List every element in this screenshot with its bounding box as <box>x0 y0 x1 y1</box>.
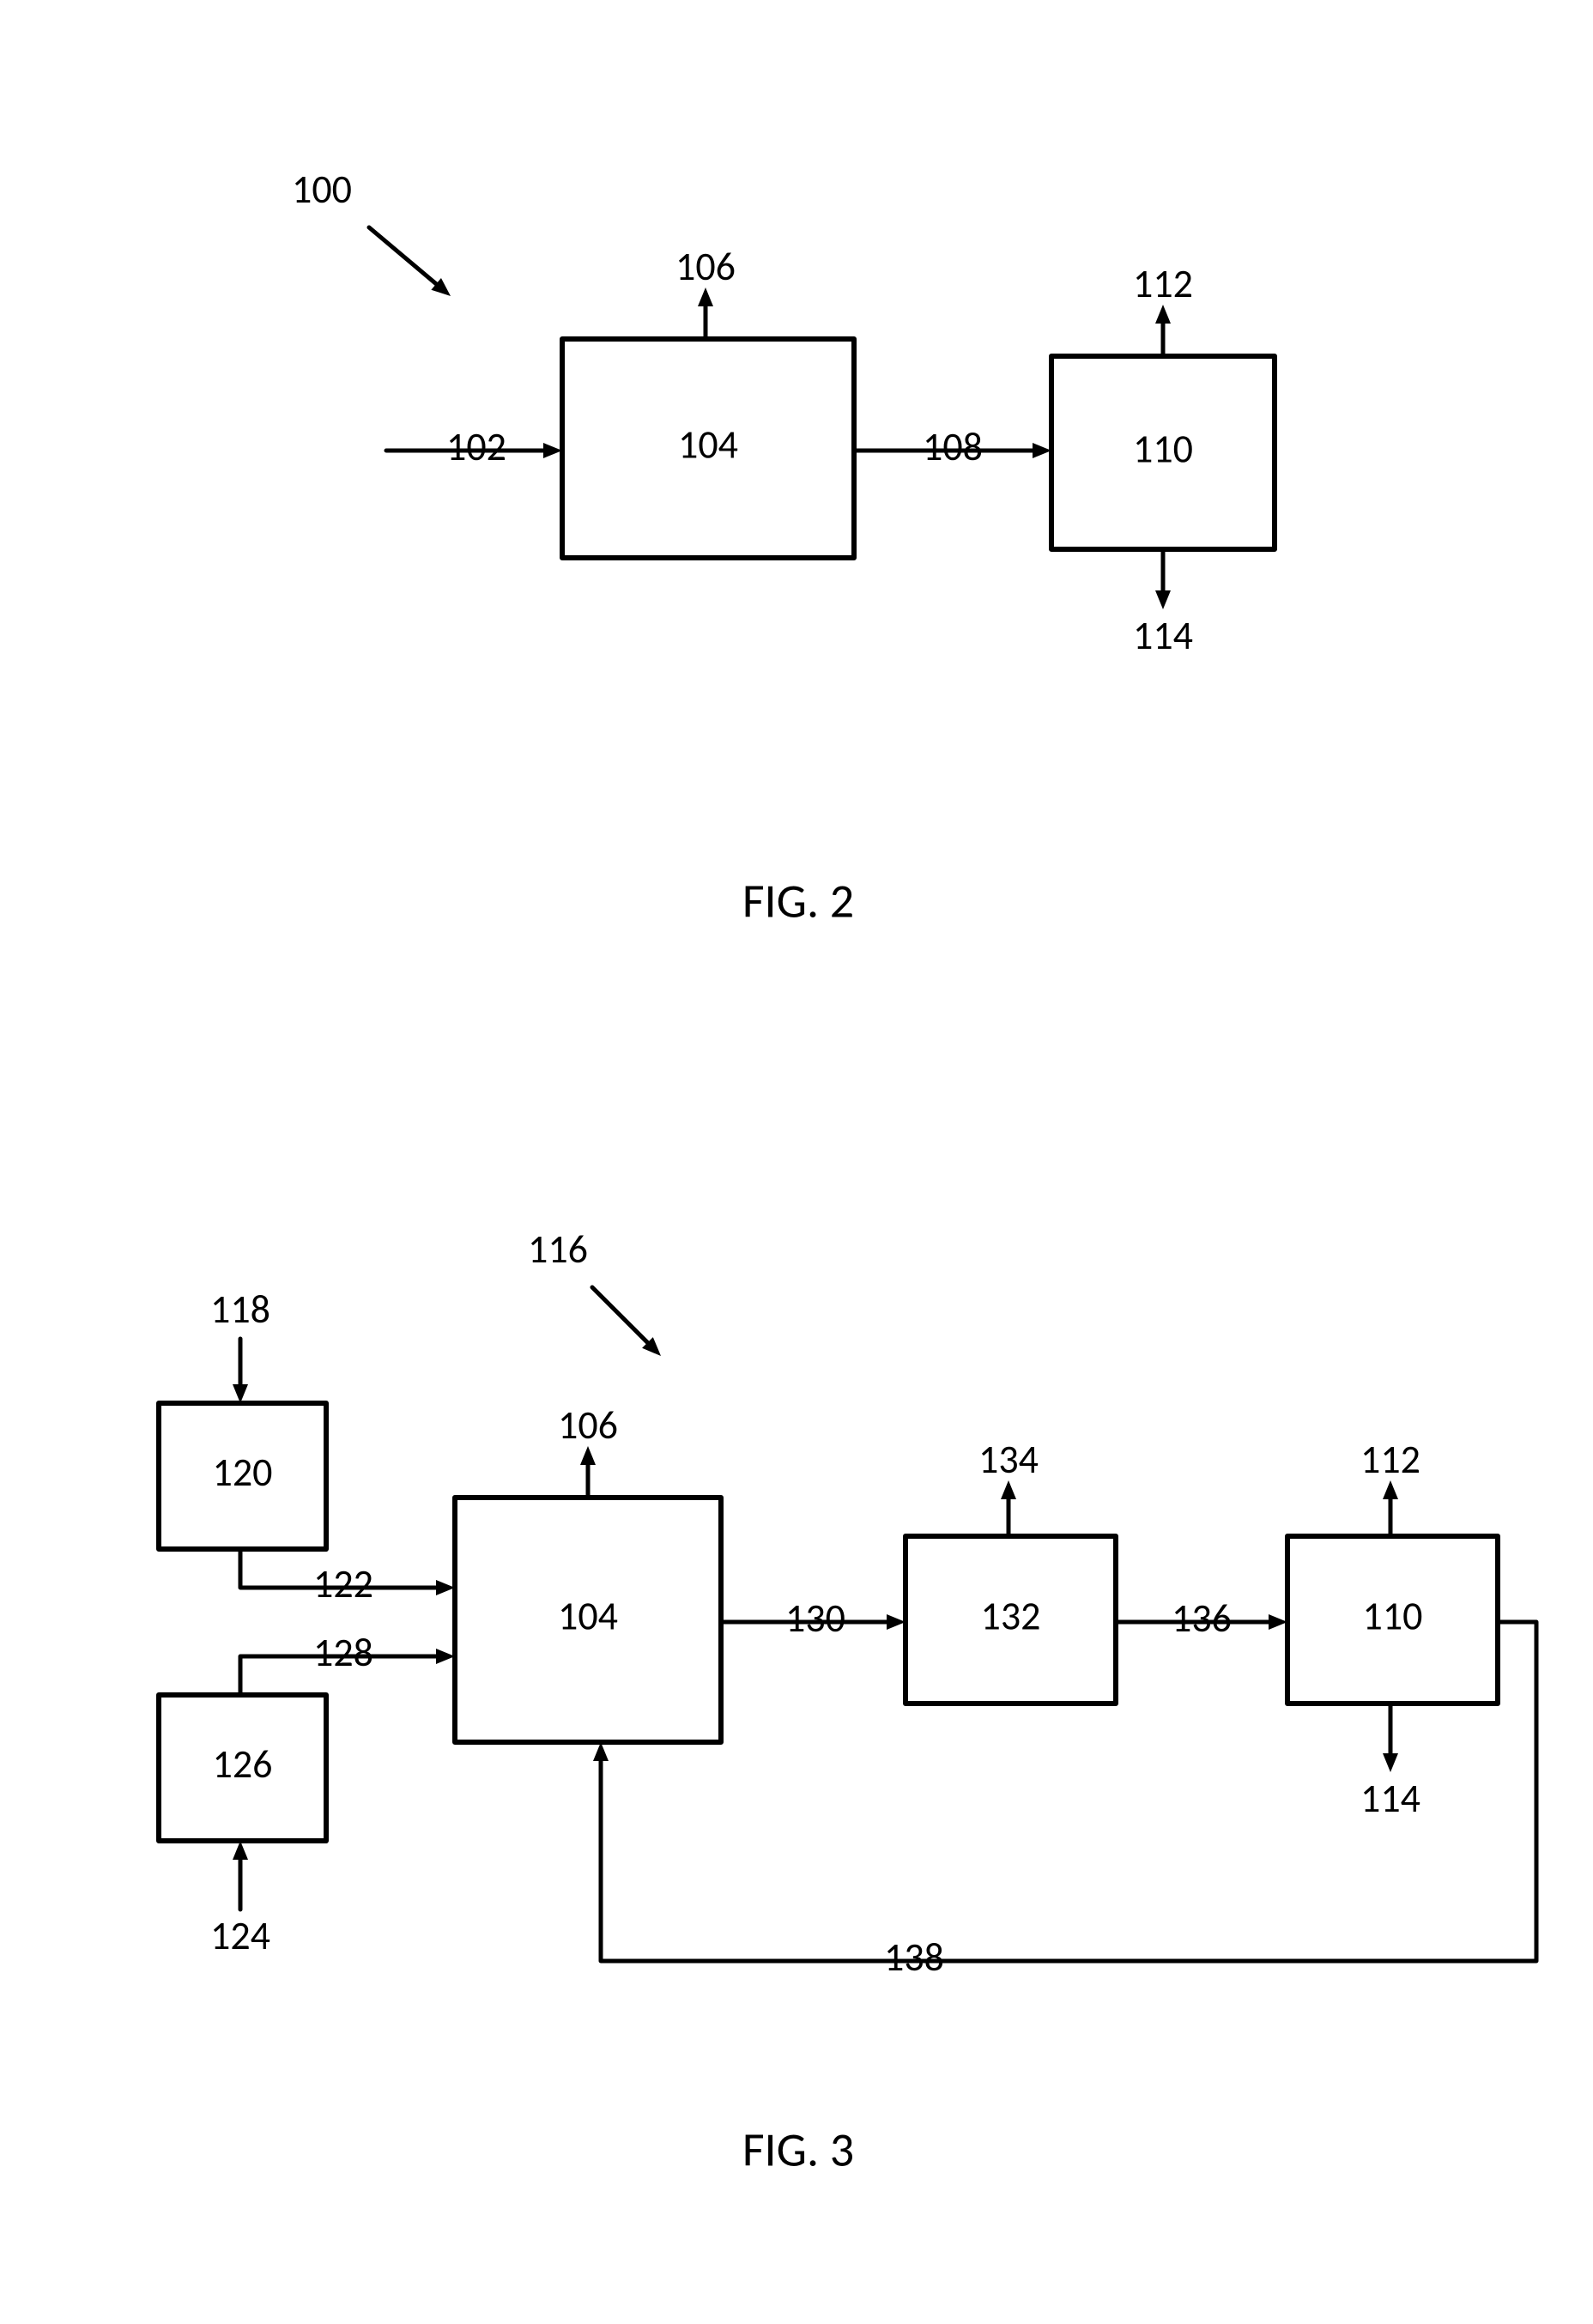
arrow-head <box>1033 443 1051 458</box>
fig2-b104-label: 104 <box>678 421 738 469</box>
arrow-head <box>543 443 562 458</box>
fig2-b110-label: 110 <box>1133 425 1193 473</box>
arrow-head <box>233 1841 248 1860</box>
fig2-l114: 114 <box>1133 612 1193 660</box>
fig2-l106: 106 <box>675 243 736 291</box>
fig3-l130: 130 <box>785 1595 845 1643</box>
fig3-l138: 138 <box>884 1934 944 1982</box>
fig3-b110-label: 110 <box>1363 1592 1423 1640</box>
fig3-l134: 134 <box>978 1436 1039 1484</box>
fig3-ref-label: 116 <box>528 1226 588 1274</box>
fig3-b104-label: 104 <box>558 1592 618 1640</box>
fig2-l102: 102 <box>446 423 506 471</box>
fig3-l124: 124 <box>210 1912 270 1960</box>
fig2-l108: 108 <box>923 423 983 471</box>
fig2-caption: FIG. 2 <box>742 872 854 930</box>
fig3-b126-label: 126 <box>213 1740 273 1788</box>
fig2-ref-label: 100 <box>292 166 352 214</box>
fig3-caption: FIG. 3 <box>742 2121 854 2179</box>
fig3-ref-arrow <box>592 1287 647 1342</box>
arrow-head <box>233 1384 248 1403</box>
arrow-head <box>593 1742 609 1761</box>
arrow-head <box>436 1649 455 1664</box>
fig3-l106: 106 <box>558 1401 618 1449</box>
fig3-l112: 112 <box>1360 1436 1420 1484</box>
fig3-b120-label: 120 <box>213 1449 273 1497</box>
fig3-l122: 122 <box>313 1560 373 1608</box>
fig3-l114: 114 <box>1360 1775 1420 1823</box>
fig3-l118: 118 <box>210 1286 270 1334</box>
arrow-head <box>1383 1753 1398 1772</box>
fig2-l112: 112 <box>1133 260 1193 308</box>
fig3-b132-label: 132 <box>981 1592 1041 1640</box>
arrow-head <box>1269 1614 1287 1630</box>
arrow-head <box>1155 590 1171 609</box>
fig3-l128: 128 <box>313 1629 373 1677</box>
arrow-head <box>887 1614 906 1630</box>
fig3-l136: 136 <box>1172 1595 1232 1643</box>
fig2-ref-arrow <box>369 227 436 284</box>
arrow-head <box>436 1580 455 1595</box>
